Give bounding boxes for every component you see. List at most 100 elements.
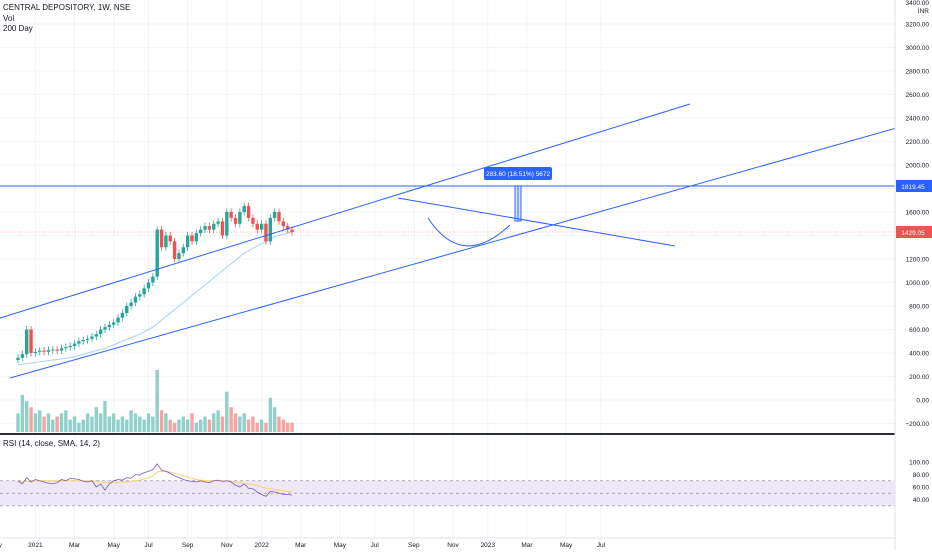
candle-body [16,357,20,361]
volume-bar [59,413,64,432]
time-tick-label: Jul [371,542,380,549]
volume-bar [246,419,251,432]
price-tick-label: 0.00 [916,398,929,405]
volume-bar [272,407,277,432]
price-tick-label: 2400.00 [906,116,930,123]
price-tick-label: 200.00 [909,374,929,381]
volume-bar [190,413,194,432]
rsi-sma-line [18,470,293,493]
candle-body [185,235,190,248]
rsi-line [17,463,293,497]
drawings [0,103,932,379]
candle-body [168,235,172,242]
time-tick-label: Sep [182,542,194,549]
volume-bar [38,410,42,432]
candle-body [142,288,146,295]
candle-body [46,350,51,352]
volume-bar [286,422,290,432]
price-tick-label: 1000.00 [906,280,930,287]
candle-body [120,313,125,318]
volume-bar [120,416,125,432]
rsi-tick-label: 80.00 [913,472,930,479]
time-tick-label: Mar [521,542,533,549]
volume-bar [264,422,268,432]
volume-bar [242,413,246,432]
time-tick-label: Nov [0,542,3,549]
time-axis: SepNov2021MarMayJulSepNov2022MarMayJulSe… [0,542,606,549]
candle-body [259,223,264,230]
candle-body [268,217,272,242]
candle-body [25,329,29,355]
gridlines [0,0,895,540]
ma200-line [17,231,293,366]
candle-body [181,247,185,254]
volume-bar [207,419,212,432]
price-tick-label: 400.00 [909,351,929,358]
level-badge-label: 1819.45 [901,184,925,191]
volume-bar [25,401,29,432]
rsi-tick-label: 60.00 [913,485,930,492]
candle-body [212,223,216,230]
rsi-legend[interactable]: RSI (14, close, SMA, 14, 2) [3,439,100,448]
candle-body [238,212,242,224]
candle-body [129,302,133,306]
candle-body [59,348,64,351]
symbol-title[interactable]: CENTRAL DEPOSITORY, 1W, NSE [3,3,131,12]
current-price-label: 1429.05 [901,230,925,237]
candle-body [164,235,168,248]
candle-body [246,206,251,218]
volume-bar [281,419,286,432]
volume-bar [172,422,177,432]
time-tick-label: May [108,542,121,549]
volume-bar [72,416,77,432]
candle-body [155,229,159,277]
price-tick-label: 2600.00 [906,92,930,99]
candle-body [38,350,42,352]
candle-body [72,343,77,346]
candle-body [272,212,277,218]
current-price-badge [896,226,932,238]
time-tick-label: Nov [447,542,459,549]
channel-lower-line [9,117,932,379]
time-tick-label: Mar [295,542,307,549]
volume-bar [238,416,242,432]
measure-label-box [484,167,552,180]
volume-bar [94,407,98,432]
candle-body [116,317,120,323]
price-tick-label: 1600.00 [906,210,930,217]
ma-label[interactable]: 200 Day [3,24,33,33]
candle-body [77,341,81,344]
time-tick-label: Jul [144,542,153,549]
candle-body [199,229,203,234]
time-tick-label: Mar [69,542,81,549]
candle-body [94,334,98,337]
candle-body [29,329,33,353]
descending-trendline [397,197,676,247]
volume-bar [146,413,151,432]
candle-body [112,322,116,325]
measure-label: 283.60 (18.51%) 5672 [486,171,551,178]
candle-body [85,338,90,341]
volume-bar [138,416,142,432]
price-tick-label: 3200.00 [906,22,930,29]
volume-bar [168,419,172,432]
volume-bar [81,419,85,432]
volume-bar [233,413,238,432]
candle-body [277,212,281,222]
volume-bar [129,410,133,432]
candle-body [190,235,194,242]
candle-body [220,221,225,236]
rsi-tick-label: 100.00 [909,460,929,467]
measure-box [514,185,522,222]
volume-bar [259,419,264,432]
price-axis-partial-label: 3400.00 [906,0,930,7]
candle-body [20,354,25,358]
candle-body [51,349,55,351]
candle-body [151,276,155,283]
volume-bar [181,416,185,432]
volume-bar [177,419,181,432]
volume-label[interactable]: Vol [3,13,15,23]
